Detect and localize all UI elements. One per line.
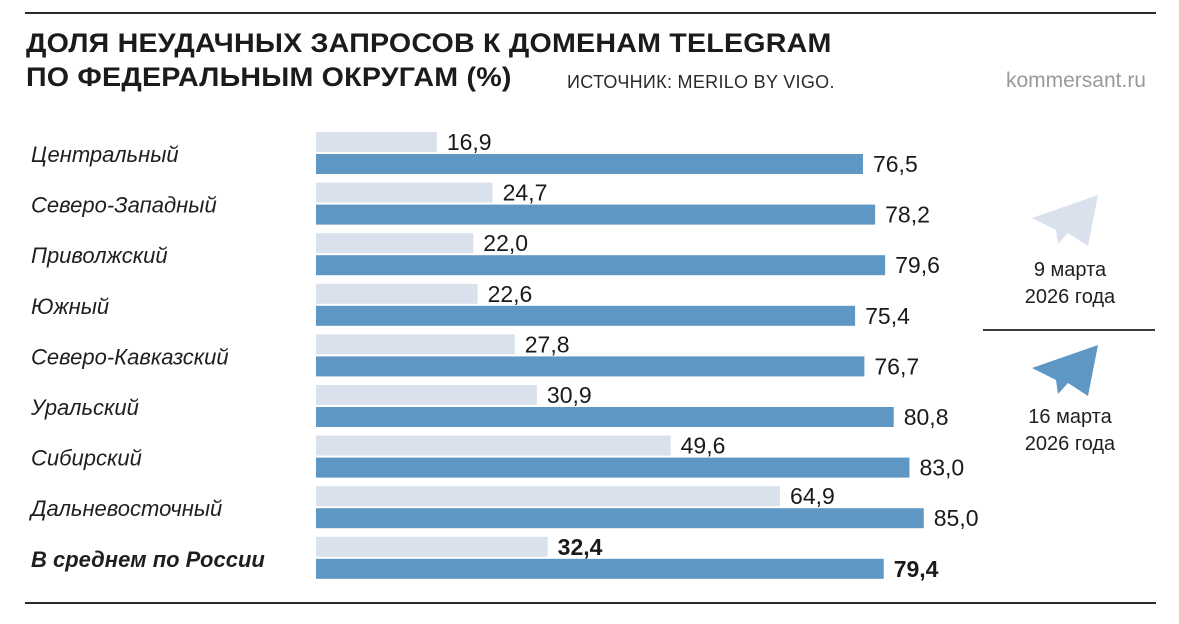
- telegram-plane-icon-dark: [1032, 345, 1098, 396]
- data-label-9-march: 32,4: [558, 534, 603, 560]
- legend-item-1-line1: 9 марта: [1033, 259, 1107, 281]
- data-label-16-march: 76,7: [874, 353, 919, 379]
- bar-9-march: [316, 283, 478, 304]
- bar-16-march: [316, 558, 884, 579]
- bar-16-march: [316, 255, 886, 276]
- data-label-9-march: 22,6: [488, 281, 533, 307]
- data-label-16-march: 80,8: [904, 404, 949, 430]
- data-label-9-march: 27,8: [525, 331, 570, 357]
- category-label: Северо-Кавказский: [31, 344, 229, 369]
- chart-title-line1: ДОЛЯ НЕУДАЧНЫХ ЗАПРОСОВ К ДОМЕНАМ TELEGR…: [26, 28, 832, 58]
- data-label-16-march: 76,5: [873, 151, 918, 177]
- category-label: Дальневосточный: [28, 496, 222, 521]
- bar-16-march: [316, 305, 856, 326]
- data-label-9-march: 22,0: [483, 230, 528, 256]
- bar-9-march: [316, 536, 548, 557]
- legend-item-1: 9 марта 2026 года: [1000, 257, 1140, 311]
- bar-9-march: [316, 486, 781, 507]
- data-label-16-march: 83,0: [919, 455, 964, 481]
- bar-9-march: [316, 385, 537, 405]
- category-label: Уральский: [30, 395, 139, 420]
- legend-item-2-line1: 16 марта: [1028, 406, 1112, 428]
- legend-divider: [983, 329, 1155, 331]
- data-label-16-march: 75,4: [865, 303, 910, 329]
- data-label-9-march: 49,6: [681, 433, 726, 459]
- bottom-rule: [25, 602, 1156, 604]
- bar-16-march: [316, 356, 865, 377]
- data-label-16-march: 85,0: [934, 505, 979, 531]
- data-label-16-march: 79,6: [895, 252, 940, 278]
- data-label-9-march: 16,9: [447, 129, 492, 155]
- bar-9-march: [316, 435, 671, 456]
- data-label-9-march: 64,9: [790, 483, 835, 509]
- bar-9-march: [316, 132, 437, 152]
- telegram-plane-icon-light: [1032, 195, 1098, 246]
- top-rule: [25, 12, 1156, 14]
- category-label: Южный: [31, 294, 109, 319]
- bar-16-march: [316, 407, 894, 427]
- data-label-9-march: 24,7: [503, 180, 548, 206]
- bar-9-march: [316, 233, 474, 254]
- source-note: ИСТОЧНИК: MERILO BY VIGO.: [567, 72, 835, 92]
- legend-item-2-line2: 2026 года: [1024, 433, 1116, 455]
- bar-16-march: [316, 457, 910, 478]
- category-label: Сибирский: [31, 446, 142, 471]
- data-label-16-march: 79,4: [894, 556, 939, 582]
- data-label-9-march: 30,9: [547, 382, 592, 408]
- bar-16-march: [316, 508, 924, 529]
- legend-item-2: 16 марта 2026 года: [1000, 404, 1140, 458]
- data-label-16-march: 78,2: [885, 202, 930, 228]
- category-label-average: В среднем по России: [31, 547, 265, 572]
- brand-link[interactable]: kommersant.ru: [1005, 69, 1146, 92]
- bar-9-march: [316, 182, 493, 203]
- bar-16-march: [316, 154, 863, 174]
- category-label: Центральный: [31, 142, 179, 167]
- category-label: Приволжский: [31, 243, 168, 268]
- bar-9-march: [316, 334, 515, 355]
- chart-title-line2: ПО ФЕДЕРАЛЬНЫМ ОКРУГАМ (%): [26, 62, 512, 92]
- category-label: Северо-Западный: [31, 193, 217, 218]
- legend-item-1-line2: 2026 года: [1024, 286, 1116, 308]
- bar-16-march: [316, 204, 876, 225]
